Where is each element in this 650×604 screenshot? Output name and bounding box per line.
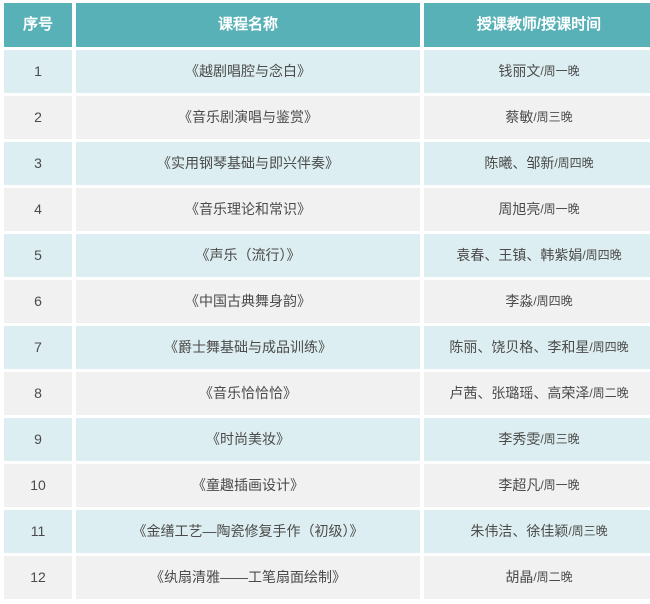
teacher-names: 胡晶 [505, 569, 534, 586]
class-time: /周一晚 [540, 478, 580, 493]
teacher-names: 朱伟洁、徐佳颖 [470, 523, 569, 540]
teacher-time-cell: 钱丽文/周一晚 [424, 50, 650, 93]
course-name: 《爵士舞基础与成品训练》 [76, 326, 420, 369]
header-cell-course-name: 课程名称 [76, 3, 420, 47]
teacher-names: 李秀雯 [498, 431, 541, 448]
teacher-names: 钱丽文 [498, 63, 541, 80]
row-number: 7 [4, 326, 72, 369]
teacher-names: 袁春、王镇、韩紫娟 [456, 247, 583, 264]
class-time: /周三晚 [533, 110, 573, 125]
row-number: 2 [4, 96, 72, 139]
header-cell-teacher-time: 授课教师/授课时间 [424, 3, 650, 47]
course-name: 《金缮工艺—陶瓷修复手作（初级）》 [76, 510, 420, 553]
row-number: 11 [4, 510, 72, 553]
class-time: /周二晚 [533, 570, 573, 585]
teacher-names: 蔡敏 [505, 109, 534, 126]
course-name: 《声乐（流行）》 [76, 234, 420, 277]
class-time: /周三晚 [540, 432, 580, 447]
teacher-time-cell: 陈曦、邹新/周四晚 [424, 142, 650, 185]
row-number: 9 [4, 418, 72, 461]
class-time: /周四晚 [582, 248, 622, 263]
class-time: /周一晚 [540, 202, 580, 217]
course-name: 《实用钢琴基础与即兴伴奏》 [76, 142, 420, 185]
class-time: /周一晚 [540, 64, 580, 79]
teacher-time-cell: 周旭亮/周一晚 [424, 188, 650, 231]
course-name: 《中国古典舞身韵》 [76, 280, 420, 323]
row-number: 1 [4, 50, 72, 93]
row-number: 5 [4, 234, 72, 277]
class-time: /周四晚 [554, 156, 594, 171]
course-name: 《音乐恰恰恰》 [76, 372, 420, 415]
class-time: /周四晚 [533, 294, 573, 309]
row-number: 4 [4, 188, 72, 231]
row-number: 12 [4, 556, 72, 599]
teacher-names: 卢茜、张璐瑶、高荣泽 [449, 385, 590, 402]
row-number: 6 [4, 280, 72, 323]
course-name: 《音乐剧演唱与鉴赏》 [76, 96, 420, 139]
course-name: 《童趣插画设计》 [76, 464, 420, 507]
class-time: /周二晚 [589, 386, 629, 401]
row-number: 10 [4, 464, 72, 507]
class-time: /周四晚 [589, 340, 629, 355]
course-name: 《时尚美妆》 [76, 418, 420, 461]
teacher-time-cell: 李淼/周四晚 [424, 280, 650, 323]
teacher-time-cell: 陈丽、饶贝格、李和星/周四晚 [424, 326, 650, 369]
teacher-time-cell: 蔡敏/周三晚 [424, 96, 650, 139]
row-number: 8 [4, 372, 72, 415]
teacher-time-cell: 李超凡/周一晚 [424, 464, 650, 507]
teacher-time-cell: 卢茜、张璐瑶、高荣泽/周二晚 [424, 372, 650, 415]
teacher-time-cell: 袁春、王镇、韩紫娟/周四晚 [424, 234, 650, 277]
teacher-names: 陈曦、邹新 [484, 155, 555, 172]
teacher-names: 周旭亮 [498, 201, 541, 218]
course-name: 《越剧唱腔与念白》 [76, 50, 420, 93]
teacher-names: 陈丽、饶贝格、李和星 [449, 339, 590, 356]
class-time: /周三晚 [568, 524, 608, 539]
row-number: 3 [4, 142, 72, 185]
teacher-time-cell: 李秀雯/周三晚 [424, 418, 650, 461]
teacher-time-cell: 胡晶/周二晚 [424, 556, 650, 599]
teacher-names: 李超凡 [498, 477, 541, 494]
teacher-time-cell: 朱伟洁、徐佳颖/周三晚 [424, 510, 650, 553]
teacher-names: 李淼 [505, 293, 534, 310]
course-name: 《音乐理论和常识》 [76, 188, 420, 231]
header-cell-index: 序号 [4, 3, 72, 47]
table-grid: 序号 课程名称 授课教师/授课时间 1 《越剧唱腔与念白》 钱丽文/周一晚 2 … [4, 3, 650, 599]
course-name: 《纨扇清雅——工笔扇面绘制》 [76, 556, 420, 599]
